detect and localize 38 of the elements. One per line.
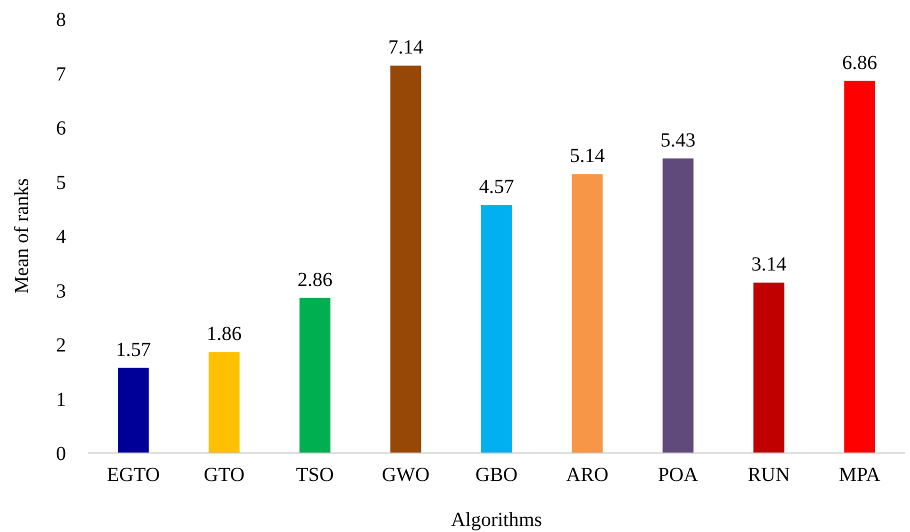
x-tick-label: EGTO: [106, 464, 160, 486]
y-tick-label: 8: [56, 9, 66, 31]
data-label: 4.57: [479, 176, 514, 198]
x-tick-label: POA: [658, 464, 699, 486]
bar: [118, 368, 149, 453]
x-tick-label: TSO: [296, 464, 334, 486]
x-tick-label: MPA: [838, 464, 881, 486]
y-tick-label: 7: [56, 63, 66, 86]
x-tick-label: RUN: [748, 464, 790, 486]
y-axis-title: Mean of ranks: [11, 178, 33, 294]
x-tick-label: ARO: [566, 464, 608, 486]
y-tick-label: 4: [56, 226, 66, 248]
bar: [753, 282, 784, 453]
data-label: 5.43: [660, 129, 696, 152]
y-tick-label: 6: [56, 118, 66, 140]
x-axis-title: Algorithms: [450, 509, 542, 531]
data-label: 1.86: [206, 323, 242, 346]
data-label: 5.14: [570, 145, 605, 168]
y-tick-label: 3: [56, 280, 66, 302]
y-tick-label: 1: [56, 388, 66, 411]
data-label: 7.14: [388, 36, 424, 59]
y-tick-label: 2: [56, 334, 66, 356]
bar: [481, 205, 512, 453]
bar: [572, 174, 603, 453]
bar: [208, 352, 240, 453]
x-tick-label: GWO: [382, 464, 430, 486]
bar: [390, 66, 422, 453]
data-label: 3.14: [751, 254, 786, 276]
data-label: 2.86: [297, 268, 332, 291]
bar: [662, 158, 694, 453]
data-label: 1.57: [116, 338, 151, 361]
y-tick-label: 0: [56, 443, 66, 465]
data-label: 6.86: [842, 52, 878, 74]
bar: [844, 80, 876, 453]
y-tick-label: 5: [56, 172, 66, 194]
bar: [300, 298, 330, 453]
x-tick-label: GBO: [475, 464, 518, 486]
x-tick-label: GTO: [204, 464, 245, 486]
